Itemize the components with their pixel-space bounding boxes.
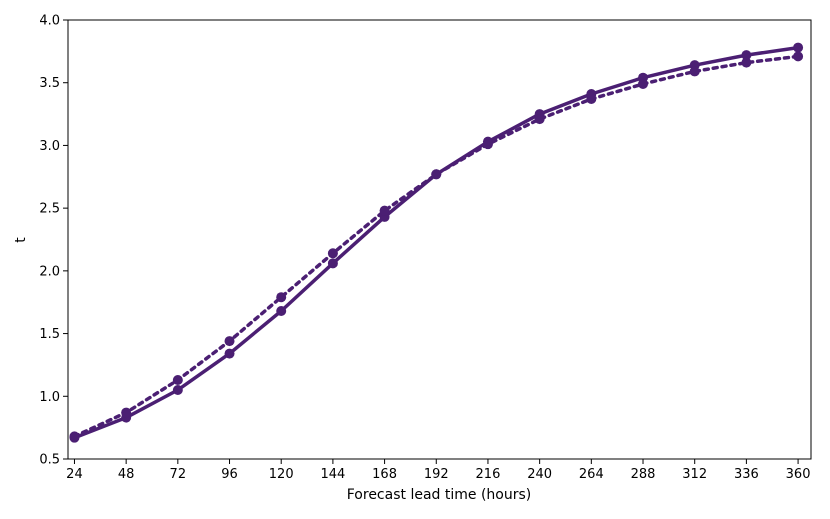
x-tick-label: 96 [221, 467, 238, 482]
solid-series-point [793, 42, 804, 53]
solid-series-point [741, 50, 752, 61]
solid-series-point [327, 258, 338, 269]
series-layer [69, 42, 804, 443]
solid-series-point [172, 385, 183, 396]
dotted-series-point [689, 66, 700, 77]
y-tick-label: 4.0 [39, 14, 60, 29]
x-tick-label: 144 [320, 467, 345, 482]
x-tick-label: 24 [66, 467, 83, 482]
x-tick-label: 288 [631, 467, 656, 482]
dotted-series-point [379, 205, 390, 216]
x-tick-label: 360 [786, 467, 811, 482]
dotted-series-point [793, 51, 804, 62]
dotted-series-point [431, 169, 442, 180]
x-tick-label: 48 [118, 467, 135, 482]
dotted-series-point [638, 78, 649, 89]
x-tick-label: 120 [269, 467, 294, 482]
y-tick-label: 0.5 [39, 453, 60, 468]
dotted-series-point [172, 374, 183, 385]
x-tick-label: 312 [682, 467, 707, 482]
x-axis-ticks: 24 48 72 96 120 144 168 192 216 240 264 288 312 336 36… [66, 459, 810, 482]
dotted-series-point [69, 431, 80, 442]
dotted-series-point [534, 114, 545, 125]
y-axis-label: t [13, 237, 29, 243]
y-axis-ticks: 0.5 1.0 1.5 2.0 2.5 3.0 3.5 4.0 [39, 14, 68, 468]
y-tick-label: 3.0 [39, 139, 60, 154]
dotted-series-point [741, 57, 752, 68]
plot-area [67, 19, 812, 460]
dotted-series-line [72, 54, 800, 439]
dotted-series-point [121, 407, 132, 418]
x-tick-label: 216 [476, 467, 501, 482]
plot-frame [67, 19, 812, 460]
y-tick-label: 1.0 [39, 390, 60, 405]
x-axis-label: Forecast lead time (hours) [347, 487, 531, 503]
solid-series-point [224, 348, 235, 359]
dotted-series-point [224, 336, 235, 347]
solid-series-line [73, 45, 799, 440]
y-tick-label: 3.5 [39, 76, 60, 91]
solid-series-point [276, 305, 287, 316]
y-tick-label: 1.5 [39, 327, 60, 342]
x-tick-label: 336 [734, 467, 759, 482]
x-tick-label: 264 [579, 467, 604, 482]
x-tick-label: 168 [372, 467, 397, 482]
x-tick-label: 192 [424, 467, 449, 482]
dotted-series-point [327, 248, 338, 259]
y-tick-label: 2.5 [39, 202, 60, 217]
x-tick-label: 240 [527, 467, 552, 482]
dotted-series-point [276, 292, 287, 303]
dotted-series-point [482, 139, 493, 150]
x-tick-label: 72 [170, 467, 187, 482]
dotted-series-point [586, 94, 597, 105]
y-tick-label: 2.0 [39, 264, 60, 279]
